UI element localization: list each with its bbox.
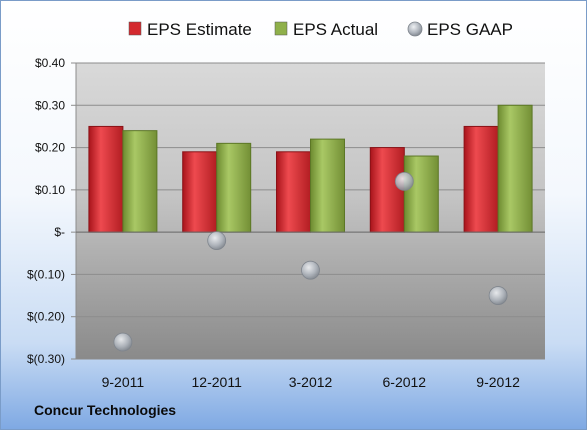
bar-eps-actual: [122, 130, 158, 233]
legend-eps-gaap: EPS GAAP: [407, 20, 513, 39]
legend: EPS Estimate EPS Actual EPS GAAP: [128, 20, 513, 39]
legend-eps-estimate: EPS Estimate: [128, 20, 252, 39]
legend-label: EPS GAAP: [427, 20, 513, 39]
x-tick-label: 12-2011: [192, 374, 243, 390]
bar-eps-estimate: [369, 147, 405, 233]
y-tick-label: $(0.10): [27, 267, 65, 281]
bar-eps-estimate: [182, 151, 218, 233]
y-axis: $0.40 $0.30 $0.20 $0.10 $- $(0.10) $(0.20) $(0.…: [27, 56, 77, 366]
point-eps-gaap: [207, 231, 227, 251]
y-tick-label: $0.20: [35, 141, 65, 155]
x-tick-label: 9-2011: [102, 374, 145, 390]
bar-eps-actual: [310, 138, 345, 233]
x-tick-label: 6-2012: [383, 374, 427, 390]
bar-eps-estimate: [88, 125, 124, 233]
legend-swatch: [128, 21, 142, 36]
point-eps-gaap: [394, 171, 414, 191]
gaap-points: [113, 171, 508, 352]
y-tick-label: $-: [54, 225, 65, 239]
y-tick-label: $0.10: [35, 183, 65, 197]
bar-eps-estimate: [463, 125, 499, 233]
point-eps-gaap: [113, 332, 133, 352]
legend-eps-actual: EPS Actual: [274, 20, 378, 39]
legend-label: EPS Actual: [293, 20, 378, 39]
x-tick-label: 9-2012: [476, 374, 520, 390]
point-eps-gaap: [301, 260, 320, 280]
y-tick-label: $(0.30): [27, 352, 65, 366]
bar-eps-actual: [216, 142, 252, 233]
legend-label: EPS Estimate: [147, 20, 252, 39]
y-tick-label: $0.30: [35, 98, 65, 112]
legend-swatch: [274, 21, 288, 36]
x-axis: 9-2011 12-2011 3-2012 6-2012 9-2012: [102, 374, 520, 390]
y-tick-label: $(0.20): [27, 310, 65, 324]
bar-eps-estimate: [276, 151, 311, 233]
bars: [76, 104, 545, 233]
x-tick-label: 3-2012: [289, 374, 333, 390]
company-name: Concur Technologies: [34, 402, 177, 418]
bar-eps-actual: [403, 155, 439, 233]
y-tick-label: $0.40: [35, 56, 65, 70]
bar-eps-actual: [497, 104, 533, 233]
legend-swatch: [407, 21, 423, 37]
point-eps-gaap: [488, 286, 508, 305]
